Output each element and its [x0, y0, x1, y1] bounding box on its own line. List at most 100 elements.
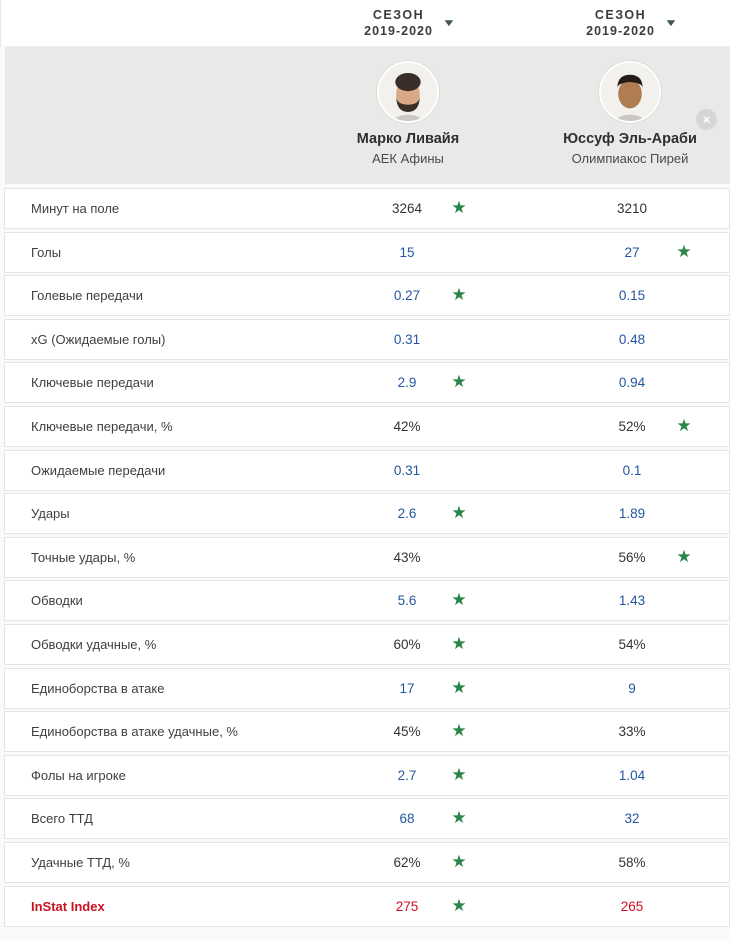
stat-row: Обводки 5.6 ★ 1.43 ★	[4, 580, 730, 622]
player1-avatar-illustration	[379, 63, 437, 121]
player2-value: 56%	[618, 549, 646, 565]
stat-row: Обводки удачные, % 60% ★ 54% ★	[4, 623, 730, 665]
stat-row: Единоборства в атаке 17 ★ 9 ★	[4, 667, 730, 709]
player2-best-star-icon: ★	[676, 415, 692, 435]
player-name: Юссуф Эль-Араби	[563, 131, 697, 147]
player1-value[interactable]: 2.7	[397, 767, 417, 783]
close-button[interactable]: ×	[696, 109, 717, 130]
player2-value[interactable]: 0.1	[622, 462, 642, 478]
stat-label: Голевые передачи	[31, 288, 144, 304]
stat-label: xG (Ожидаемые голы)	[31, 331, 166, 347]
player2-value[interactable]: 1.43	[618, 593, 646, 609]
player1-best-star-icon: ★	[451, 895, 467, 915]
player1-photo	[377, 61, 439, 123]
player2-value: 58%	[618, 854, 646, 870]
player1-value: 275	[395, 898, 419, 914]
stat-row: Ключевые передачи 2.9 ★ 0.94 ★	[4, 362, 730, 404]
stat-row: Ожидаемые передачи 0.31 ★ 0.1 ★	[4, 449, 730, 491]
player-club: АЕК Афины	[372, 151, 444, 166]
player-club: Олимпиакос Пирей	[571, 151, 689, 166]
player1-best-star-icon: ★	[451, 721, 467, 741]
stat-label: Фолы на игроке	[31, 767, 126, 783]
player2-best-star-icon: ★	[676, 546, 692, 566]
player2-card: Юссуф Эль-Араби Олимпиакос Пирей	[515, 61, 730, 166]
chevron-down-icon: ▼	[663, 18, 679, 29]
player1-value[interactable]: 0.31	[393, 462, 421, 478]
player1-value: 43%	[393, 549, 421, 565]
player2-value[interactable]: 0.15	[618, 288, 646, 304]
stat-row: xG (Ожидаемые голы) 0.31 ★ 0.48 ★	[4, 318, 730, 360]
player1-value[interactable]: 0.31	[393, 331, 421, 347]
player1-value[interactable]: 68	[399, 811, 415, 827]
stat-row: Всего ТТД 68 ★ 32 ★	[4, 798, 730, 840]
player1-best-star-icon: ★	[451, 764, 467, 784]
stat-label: Точные удары, %	[31, 549, 136, 565]
player2-value[interactable]: 1.04	[618, 767, 646, 783]
stat-label: Единоборства в атаке удачные, %	[31, 724, 238, 740]
player2-photo	[599, 61, 661, 123]
stat-row: Ключевые передачи, % 42% ★ 52% ★	[4, 405, 730, 447]
player1-value: 3264	[391, 201, 423, 216]
player1-best-star-icon: ★	[451, 808, 467, 828]
player2-value[interactable]: 27	[624, 244, 640, 260]
stat-label: Минут на поле	[31, 201, 120, 216]
player1-best-star-icon: ★	[451, 503, 467, 523]
stat-label: Ожидаемые передачи	[31, 462, 166, 478]
stat-row: Фолы на игроке 2.7 ★ 1.04 ★	[4, 754, 730, 796]
season-years: 2019-2020	[364, 23, 433, 38]
stat-label: Единоборства в атаке	[31, 680, 165, 696]
chevron-down-icon: ▼	[441, 18, 457, 29]
stat-label: Ключевые передачи, %	[31, 418, 173, 434]
stat-row: Удачные ТТД, % 62% ★ 58% ★	[4, 841, 730, 883]
player1-value: 62%	[393, 854, 421, 870]
season-strip: СЕЗОН 2019-2020 ▼ СЕЗОН 2019-2020 ▼	[0, 0, 730, 47]
season-years: 2019-2020	[586, 23, 655, 38]
stat-row: Голевые передачи 0.27 ★ 0.15 ★	[4, 275, 730, 317]
player1-best-star-icon: ★	[451, 198, 467, 217]
player1-value[interactable]: 5.6	[397, 593, 417, 609]
player2-value: 54%	[618, 636, 646, 652]
stat-row: Минут на поле 3264 ★ 3210 ★	[4, 188, 730, 229]
player1-value[interactable]: 2.9	[397, 375, 417, 391]
player2-value: 52%	[618, 418, 646, 434]
player1-value[interactable]: 0.27	[393, 288, 421, 304]
stat-row: Удары 2.6 ★ 1.89 ★	[4, 493, 730, 535]
player1-value[interactable]: 15	[399, 244, 415, 260]
stats-table: Минут на поле 3264 ★ 3210 ★ Голы 15 ★ 27…	[0, 188, 730, 927]
player2-best-star-icon: ★	[676, 241, 692, 261]
player1-card: Марко Ливайя АЕК Афины	[293, 61, 523, 166]
player2-value[interactable]: 9	[628, 680, 636, 696]
stat-label: Всего ТТД	[31, 811, 93, 827]
player1-value: 42%	[393, 418, 421, 434]
stat-row: Единоборства в атаке удачные, % 45% ★ 33…	[4, 711, 730, 753]
season-selector-player2[interactable]: СЕЗОН 2019-2020 ▼	[521, 0, 730, 47]
player1-best-star-icon: ★	[451, 851, 467, 871]
player1-value: 60%	[393, 636, 421, 652]
player1-value[interactable]: 2.6	[397, 506, 417, 522]
player1-best-star-icon: ★	[451, 590, 467, 610]
season-selector-player1[interactable]: СЕЗОН 2019-2020 ▼	[299, 0, 519, 47]
player2-value[interactable]: 1.89	[618, 506, 646, 522]
player2-value[interactable]: 32	[624, 811, 640, 827]
player2-value: 3210	[616, 201, 648, 216]
stat-label: InStat Index	[31, 898, 105, 914]
player2-value[interactable]: 0.94	[618, 375, 646, 391]
close-icon: ×	[702, 112, 711, 127]
player1-value: 45%	[393, 724, 421, 740]
stat-label: Обводки удачные, %	[31, 636, 157, 652]
season-word: СЕЗОН	[372, 7, 425, 22]
player1-value[interactable]: 17	[399, 680, 415, 696]
season-word: СЕЗОН	[594, 7, 647, 22]
stat-label: Обводки	[31, 593, 83, 609]
stat-row: Точные удары, % 43% ★ 56% ★	[4, 536, 730, 578]
player2-value[interactable]: 0.48	[618, 331, 646, 347]
player1-best-star-icon: ★	[451, 372, 467, 392]
player1-best-star-icon: ★	[451, 677, 467, 697]
player1-best-star-icon: ★	[451, 633, 467, 653]
stat-row: InStat Index 275 ★ 265 ★	[4, 885, 730, 927]
season-selector-label: СЕЗОН 2019-2020	[586, 8, 655, 39]
stat-row: Голы 15 ★ 27 ★	[4, 231, 730, 273]
stat-label: Удары	[31, 506, 70, 522]
season-selector-label: СЕЗОН 2019-2020	[364, 8, 433, 39]
